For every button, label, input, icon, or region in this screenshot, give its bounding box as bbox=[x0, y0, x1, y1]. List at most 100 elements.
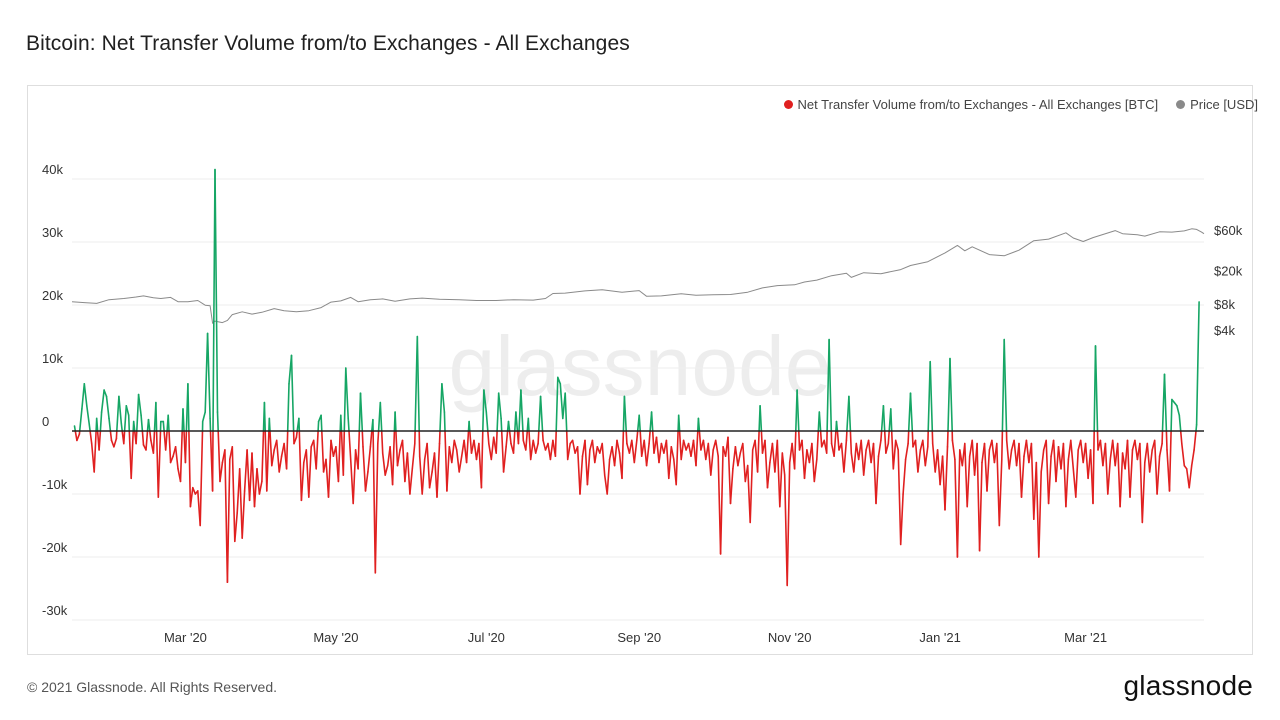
net-flow-segment bbox=[95, 417, 99, 432]
net-flow-segment bbox=[819, 430, 823, 448]
net-flow-segment bbox=[586, 449, 591, 486]
net-flow-segment bbox=[348, 430, 352, 461]
net-flow-segment bbox=[1038, 471, 1042, 558]
net-flow-segment bbox=[441, 382, 446, 413]
net-flow-segment bbox=[593, 445, 599, 464]
net-flow-segment bbox=[278, 455, 283, 473]
net-flow-segment bbox=[269, 430, 273, 467]
net-flow-segment bbox=[361, 430, 364, 448]
net-flow-segment bbox=[507, 420, 511, 432]
net-flow-segment bbox=[103, 389, 108, 398]
legend-item-price[interactable]: Price [USD] bbox=[1176, 97, 1258, 112]
net-flow-segment bbox=[1165, 430, 1168, 451]
net-flow-segment bbox=[481, 389, 485, 432]
net-flow-segment bbox=[187, 382, 190, 432]
net-flow-segment bbox=[372, 430, 377, 574]
net-flow-segment bbox=[714, 439, 720, 458]
net-flow-segment bbox=[695, 430, 699, 467]
net-flow-segment bbox=[253, 467, 258, 508]
net-flow-segment bbox=[74, 430, 78, 442]
net-flow-segment bbox=[1181, 442, 1186, 467]
net-flow-segment bbox=[606, 458, 611, 495]
net-flow-segment bbox=[815, 430, 820, 461]
net-flow-segment bbox=[1052, 439, 1057, 483]
net-flow-segment bbox=[226, 458, 231, 584]
net-flow-segment bbox=[167, 414, 170, 432]
net-flow-segment bbox=[539, 395, 544, 432]
net-flow-segment bbox=[468, 420, 471, 432]
net-flow-segment bbox=[379, 401, 383, 432]
net-flow-segment bbox=[480, 430, 484, 489]
net-flow-segment bbox=[643, 439, 648, 467]
net-flow-segment bbox=[395, 430, 399, 467]
net-flow-segment bbox=[697, 417, 701, 432]
x-tick-label: Nov '20 bbox=[768, 630, 812, 645]
net-flow-segment bbox=[529, 439, 535, 461]
y-tick-label-left: 40k bbox=[42, 162, 63, 177]
net-flow-segment bbox=[621, 430, 625, 480]
net-flow-segment bbox=[601, 442, 606, 476]
net-flow-segment bbox=[971, 439, 976, 476]
net-flow-segment bbox=[1079, 439, 1084, 464]
x-tick-label: Mar '20 bbox=[164, 630, 207, 645]
net-flow-segment bbox=[1030, 442, 1035, 521]
legend-item-net-transfer[interactable]: Net Transfer Volume from/to Exchanges - … bbox=[783, 97, 1158, 112]
net-flow-segment bbox=[613, 439, 618, 467]
net-flow-segment bbox=[517, 430, 520, 445]
net-flow-segment bbox=[904, 442, 909, 461]
net-flow-segment bbox=[1096, 430, 1099, 451]
net-flow-segment bbox=[444, 430, 448, 492]
net-flow-segment bbox=[320, 414, 323, 432]
net-flow-segment bbox=[123, 404, 128, 432]
net-flow-segment bbox=[130, 430, 134, 480]
net-flow-segment bbox=[1020, 455, 1025, 498]
legend-dot-price-icon bbox=[1176, 100, 1186, 109]
net-flow-segment bbox=[315, 430, 319, 470]
y-tick-label-left: -30k bbox=[42, 603, 68, 618]
net-flow-segment bbox=[764, 439, 769, 489]
x-tick-label: Jan '21 bbox=[919, 630, 961, 645]
net-flow-segment bbox=[1005, 439, 1011, 470]
glassnode-logo[interactable]: glassnode bbox=[1123, 670, 1253, 701]
net-flow-segment bbox=[270, 449, 276, 467]
net-flow-segment bbox=[1107, 458, 1112, 495]
net-flow-segment bbox=[528, 430, 532, 461]
y-tick-label-right: $60k bbox=[1214, 223, 1243, 238]
net-flow-segment bbox=[401, 439, 406, 483]
net-flow-segment bbox=[337, 430, 342, 483]
net-flow-segment bbox=[776, 439, 781, 508]
x-tick-label: Sep '20 bbox=[617, 630, 661, 645]
net-flow-segment bbox=[1047, 455, 1052, 505]
net-flow-segment bbox=[665, 439, 670, 480]
net-flow-segment bbox=[872, 442, 877, 505]
net-flow-segment bbox=[667, 445, 673, 480]
net-flow-segment bbox=[917, 449, 922, 473]
net-flow-segment bbox=[169, 455, 174, 464]
net-flow-segment bbox=[554, 430, 558, 458]
net-flow-segment bbox=[793, 430, 797, 470]
net-flow-segment bbox=[359, 392, 364, 432]
net-flow-segment bbox=[1195, 423, 1198, 432]
y-tick-label-right: $8k bbox=[1214, 297, 1235, 312]
net-flow-segment bbox=[217, 430, 221, 483]
net-flow-segment bbox=[818, 411, 822, 432]
net-flow-segment bbox=[98, 430, 102, 451]
net-flow-segment bbox=[682, 439, 687, 451]
net-flow-segment bbox=[756, 430, 760, 473]
net-flow-segment bbox=[887, 430, 891, 445]
net-flow-segment bbox=[571, 439, 576, 454]
net-flow-segment bbox=[234, 512, 238, 543]
net-flow-segment bbox=[1094, 345, 1099, 432]
watermark-text: glassnode bbox=[449, 319, 832, 413]
net-flow-segment bbox=[201, 411, 206, 423]
net-flow-segment bbox=[655, 436, 660, 464]
x-tick-label: Mar '21 bbox=[1064, 630, 1107, 645]
price-line bbox=[71, 228, 1205, 324]
net-flow-segment bbox=[135, 430, 138, 445]
net-flow-segment bbox=[1148, 449, 1153, 473]
y-tick-label-left: 0 bbox=[42, 414, 49, 429]
net-flow-segment bbox=[443, 411, 446, 432]
net-flow-segment bbox=[409, 467, 414, 495]
net-flow-segment bbox=[527, 417, 530, 432]
